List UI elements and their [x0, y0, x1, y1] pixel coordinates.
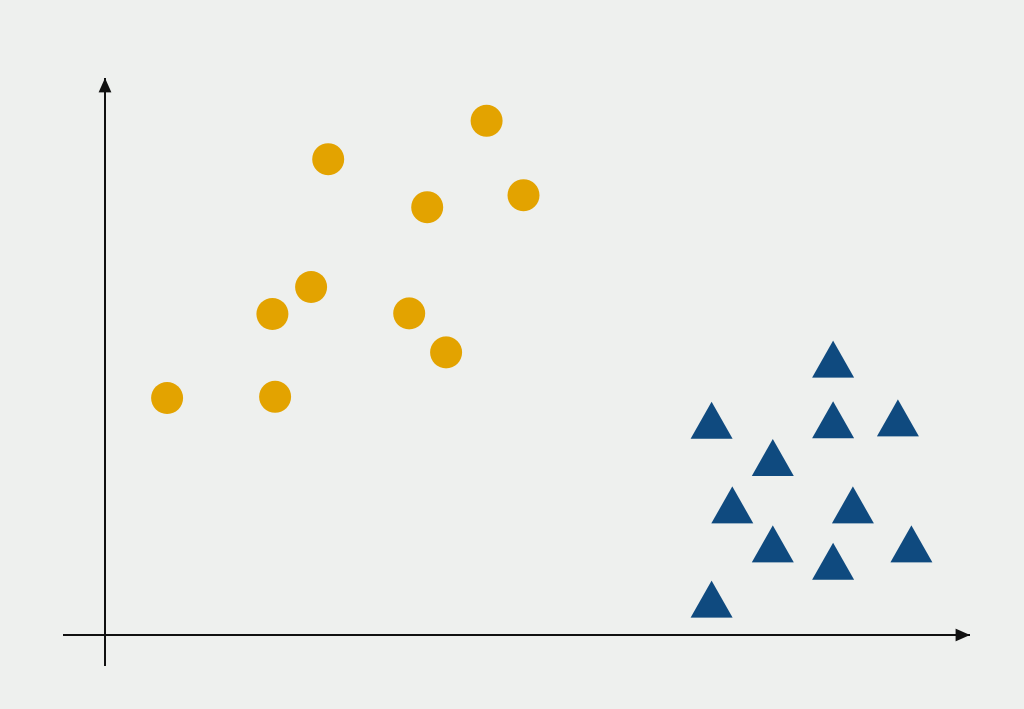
triangle-point	[812, 401, 855, 439]
circle-point	[151, 382, 184, 414]
circle-point	[470, 104, 503, 137]
circle-point	[295, 271, 328, 303]
triangle-point	[751, 525, 794, 563]
circle-point	[507, 179, 540, 212]
triangle-point	[831, 486, 874, 524]
data-points	[151, 104, 933, 618]
circle-point	[259, 380, 292, 413]
circle-point	[312, 143, 345, 176]
circle-point	[256, 298, 289, 330]
triangle-point	[690, 580, 733, 618]
circle-point	[393, 297, 426, 330]
triangle-point	[812, 340, 855, 378]
triangle-point	[812, 542, 855, 580]
triangle-point	[876, 399, 919, 437]
triangle-point	[751, 439, 794, 476]
triangle-point	[690, 401, 733, 439]
triangle-point	[890, 525, 933, 563]
circle-point	[411, 191, 444, 224]
circle-point	[430, 336, 463, 369]
triangle-point	[711, 486, 754, 524]
axes	[63, 78, 970, 666]
